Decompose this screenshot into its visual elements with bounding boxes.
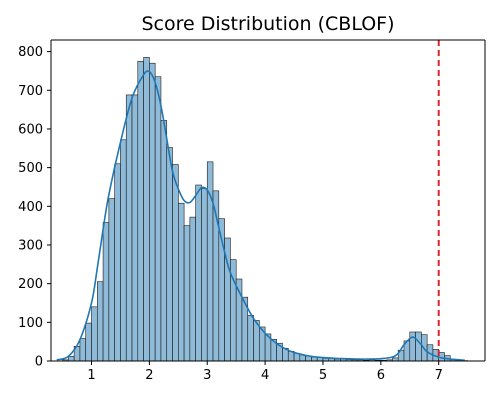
histogram-bar bbox=[415, 331, 422, 362]
x-tick-label: 4 bbox=[261, 368, 269, 383]
histogram-bar bbox=[178, 202, 185, 362]
histogram-bar bbox=[166, 147, 173, 362]
axes bbox=[50, 39, 486, 362]
histogram-bar bbox=[189, 216, 196, 362]
histogram-bar bbox=[137, 60, 144, 362]
y-tick-label: 700 bbox=[18, 84, 43, 99]
histogram-bar bbox=[183, 225, 191, 362]
y-tick-label: 600 bbox=[18, 122, 43, 137]
histogram-bar bbox=[160, 120, 168, 362]
y-tick-label: 0 bbox=[35, 355, 43, 370]
histogram-bar bbox=[149, 62, 156, 362]
histogram-bar bbox=[172, 164, 179, 362]
x-tick-label: 2 bbox=[145, 368, 153, 383]
histogram-bar bbox=[154, 76, 162, 362]
histogram-bar bbox=[79, 338, 87, 362]
histogram-bar bbox=[85, 322, 92, 362]
y-tick-label: 400 bbox=[18, 200, 43, 215]
y-tick-label: 200 bbox=[18, 277, 43, 292]
y-tick-label: 800 bbox=[18, 45, 43, 60]
x-tick-label: 6 bbox=[377, 368, 385, 383]
histogram-bar bbox=[201, 188, 208, 362]
histogram-bar bbox=[247, 315, 254, 362]
y-tick-label: 500 bbox=[18, 161, 43, 176]
kde-line bbox=[56, 70, 465, 362]
y-tick-label: 100 bbox=[18, 316, 43, 331]
histogram-bar bbox=[108, 198, 115, 362]
histogram-bar bbox=[114, 163, 121, 362]
x-axis-ticks: 1 2 3 4 5 6 7 bbox=[87, 361, 443, 383]
x-tick-label: 1 bbox=[87, 368, 95, 383]
chart-title: Score Distribution (CBLOF) bbox=[141, 13, 394, 35]
histogram-bar bbox=[131, 94, 139, 362]
x-tick-label: 7 bbox=[435, 368, 443, 383]
histogram-bar bbox=[143, 57, 150, 362]
kde-curve bbox=[56, 70, 465, 362]
histogram-bar bbox=[96, 281, 104, 362]
x-tick-label: 5 bbox=[319, 368, 327, 383]
x-tick-label: 3 bbox=[203, 368, 211, 383]
histogram-bar bbox=[125, 94, 133, 362]
histogram-bar bbox=[102, 222, 110, 362]
histogram-bar bbox=[120, 139, 127, 362]
histogram-bar bbox=[91, 306, 98, 362]
y-tick-label: 300 bbox=[18, 238, 43, 253]
y-axis-ticks: 0 100 200 300 400 500 600 700 800 bbox=[18, 45, 51, 370]
histogram-bars bbox=[62, 57, 468, 362]
histogram-bar bbox=[195, 184, 202, 362]
histogram-bar bbox=[68, 356, 75, 362]
